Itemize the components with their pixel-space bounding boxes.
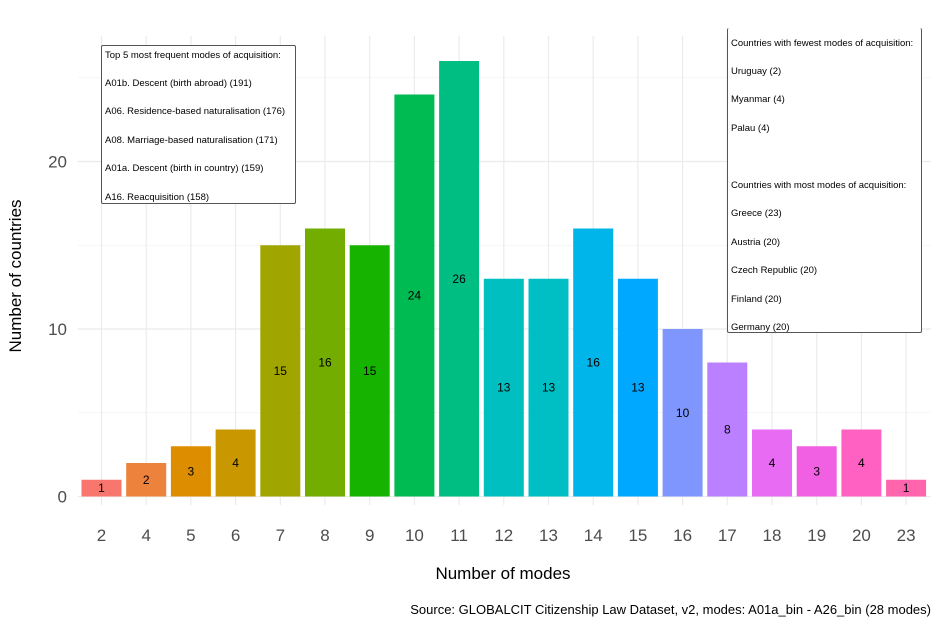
bar-value-label: 8	[724, 423, 731, 437]
fewest-modes-title: Countries with fewest modes of acquisiti…	[731, 38, 914, 49]
most-country-item: Austria (20)	[731, 237, 781, 248]
bar-value-label: 10	[676, 406, 690, 420]
country-modes-annotation-box: Countries with fewest modes of acquisiti…	[727, 28, 922, 333]
y-tick-label: 0	[58, 488, 67, 507]
x-tick-label: 2	[97, 526, 106, 545]
bar-value-label: 3	[813, 464, 820, 478]
bar-6	[215, 429, 256, 497]
x-tick-label: 14	[584, 526, 603, 545]
bar-4	[126, 463, 167, 497]
bar-value-label: 4	[232, 456, 239, 470]
x-axis-label: Number of modes	[435, 564, 570, 583]
bar-9	[349, 245, 390, 497]
fewest-country-item: Palau (4)	[731, 123, 770, 134]
fewest-country-item: Myanmar (4)	[731, 94, 785, 105]
x-tick-label: 6	[231, 526, 240, 545]
most-modes-title: Countries with most modes of acquisition…	[731, 180, 907, 191]
source-caption: Source: GLOBALCIT Citizenship Law Datase…	[410, 602, 931, 617]
top-mode-item: A06. Residence-based naturalisation (176…	[105, 106, 286, 117]
x-tick-label: 7	[276, 526, 285, 545]
most-country-item: Finland (20)	[731, 294, 782, 305]
bar-value-label: 2	[143, 473, 150, 487]
top-modes-title: Top 5 most frequent modes of acquisition…	[105, 50, 281, 61]
x-tick-label: 18	[763, 526, 782, 545]
y-tick-label: 10	[48, 320, 67, 339]
bar-2	[81, 479, 122, 497]
x-tick-label: 9	[365, 526, 374, 545]
x-tick-label: 16	[673, 526, 692, 545]
x-tick-label: 15	[628, 526, 647, 545]
bar-value-label: 13	[542, 381, 556, 395]
top-mode-item: A01b. Descent (birth abroad) (191)	[105, 78, 252, 89]
top-mode-item: A01a. Descent (birth in country) (159)	[105, 163, 264, 174]
bar-value-label: 1	[903, 481, 910, 495]
bar-23	[886, 479, 927, 497]
bar-20	[841, 429, 882, 497]
bar-12	[483, 278, 524, 497]
x-tick-label: 5	[186, 526, 195, 545]
bar-7	[260, 245, 301, 497]
bar-value-label: 24	[408, 289, 422, 303]
bar-value-label: 26	[452, 272, 466, 286]
bar-value-label: 16	[318, 356, 332, 370]
bar-value-label: 1	[98, 481, 105, 495]
x-tick-label: 19	[807, 526, 826, 545]
x-tick-label: 23	[897, 526, 916, 545]
x-tick-label: 11	[450, 526, 468, 545]
bar-value-label: 4	[858, 456, 865, 470]
most-country-item: Germany (20)	[731, 322, 790, 333]
fewest-country-item: Uruguay (2)	[731, 66, 782, 77]
bar-8	[305, 228, 345, 497]
bar-10	[394, 94, 435, 497]
top-modes-annotation-box: Top 5 most frequent modes of acquisition…	[101, 45, 296, 204]
top-mode-item: A08. Marriage-based naturalisation (171)	[105, 135, 278, 146]
y-tick-label: 20	[48, 153, 67, 172]
x-axis-ticks: 2 4 5 6 7 8 9 10 11 12 13 14 15 16 17 18 19 20 23	[97, 526, 916, 545]
bar-14	[573, 228, 614, 497]
most-country-item: Czech Republic (20)	[731, 265, 818, 276]
y-axis-label: Number of countries	[6, 199, 25, 352]
most-country-item: Greece (23)	[731, 208, 782, 219]
x-tick-label: 17	[718, 526, 737, 545]
bar-18	[752, 429, 792, 497]
x-tick-label: 10	[405, 526, 424, 545]
bar-value-label: 15	[363, 364, 377, 378]
bar-19	[796, 446, 837, 497]
bar-16	[662, 329, 703, 497]
bar-5	[170, 446, 211, 497]
bar-11	[439, 61, 480, 497]
x-tick-label: 13	[539, 526, 558, 545]
bar-value-label: 3	[188, 464, 195, 478]
bar-value-label: 16	[587, 356, 601, 370]
y-axis-ticks: 0 10 20	[48, 153, 67, 507]
bar-value-label: 15	[274, 364, 288, 378]
x-tick-label: 4	[141, 526, 150, 545]
bar-value-label: 13	[631, 381, 645, 395]
top-mode-item: A16. Reacquisition (158)	[105, 192, 210, 203]
bar-13	[528, 278, 569, 497]
bar-value-label: 13	[497, 381, 511, 395]
bar-15	[617, 278, 658, 497]
x-tick-label: 8	[320, 526, 329, 545]
x-tick-label: 20	[852, 526, 871, 545]
x-tick-label: 12	[494, 526, 513, 545]
bars-group: 1 2 3 4 15 16 15 24 26 13 13 16 13 10 8 4 3 4 1	[81, 61, 927, 497]
bar-value-label: 4	[769, 456, 776, 470]
bar-17	[707, 362, 748, 497]
